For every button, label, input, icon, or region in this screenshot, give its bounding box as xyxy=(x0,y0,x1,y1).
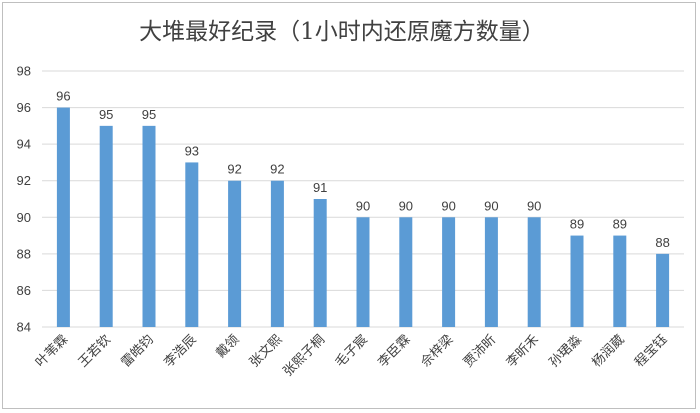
bar-14 xyxy=(656,253,670,327)
bar-3 xyxy=(185,162,199,327)
x-tick-label: 张文熙 xyxy=(247,332,285,370)
bar-9 xyxy=(442,217,456,327)
data-label: 95 xyxy=(99,107,113,122)
bar-8 xyxy=(399,217,413,327)
x-tick-label: 孙珺淼 xyxy=(547,332,585,370)
bar-1 xyxy=(99,125,113,327)
data-label: 93 xyxy=(185,143,199,158)
x-tick-label: 张熙子桐 xyxy=(281,332,328,379)
data-label: 90 xyxy=(484,198,498,213)
y-tick-label: 94 xyxy=(17,137,31,152)
data-label: 90 xyxy=(441,198,455,213)
data-label: 89 xyxy=(570,217,584,232)
data-label: 96 xyxy=(56,89,70,104)
y-tick-label: 96 xyxy=(17,100,31,115)
x-tick-label: 雷皓钧 xyxy=(119,332,157,370)
y-tick-label: 88 xyxy=(17,246,31,261)
bar-6 xyxy=(313,199,327,327)
bar-4 xyxy=(228,180,242,327)
x-tick-label: 王若钦 xyxy=(75,332,114,371)
data-label: 90 xyxy=(527,198,541,213)
y-tick-label: 92 xyxy=(17,173,31,188)
bar-10 xyxy=(484,217,498,327)
data-label: 95 xyxy=(142,107,156,122)
y-tick-label: 86 xyxy=(17,283,31,298)
data-labels: 96 95 95 93 92 92 91 90 90 90 90 90 89 89 88 xyxy=(56,89,670,250)
x-tick-label: 李昕禾 xyxy=(504,332,542,370)
x-tick-label: 杨润葳 xyxy=(589,332,627,370)
data-label: 89 xyxy=(613,217,627,232)
bars xyxy=(56,107,670,327)
data-label: 92 xyxy=(270,162,284,177)
bar-12 xyxy=(570,235,584,327)
x-tick-label: 李臣霖 xyxy=(375,332,413,370)
y-tick-label: 84 xyxy=(17,320,31,335)
chart-title: 大堆最好纪录（1小时内还原魔方数量） xyxy=(139,19,545,45)
chart-frame xyxy=(2,2,696,409)
bar-2 xyxy=(142,125,156,327)
x-tick-label: 叶苇霖 xyxy=(33,332,71,370)
y-tick-label: 98 xyxy=(17,64,31,79)
x-tick-label: 贾沛昕 xyxy=(461,332,499,370)
y-tick-label: 90 xyxy=(17,210,31,225)
data-label: 92 xyxy=(227,162,241,177)
x-tick-label: 程宝钰 xyxy=(632,332,670,370)
y-axis-ticks: 84 86 88 90 92 94 96 98 xyxy=(17,64,31,335)
bar-7 xyxy=(356,217,370,327)
data-label: 88 xyxy=(655,235,669,250)
data-label: 90 xyxy=(399,198,413,213)
x-tick-label: 戴领 xyxy=(213,332,242,361)
x-axis-labels: 叶苇霖 王若钦 雷皓钧 李浩辰 戴领 张文熙张熙子桐 毛子宸 李臣霖 佘梓梁 贾沛昕 李昕禾 孙珺淼杨… xyxy=(33,332,670,380)
bar-13 xyxy=(613,235,627,327)
data-label: 91 xyxy=(313,180,327,195)
x-tick-label: 毛子宸 xyxy=(332,332,371,371)
x-tick-label: 李浩辰 xyxy=(161,332,199,370)
x-tick-label: 佘梓梁 xyxy=(418,332,457,371)
bar-11 xyxy=(527,217,541,327)
bar-0 xyxy=(56,107,70,327)
data-label: 90 xyxy=(356,198,370,213)
bar-5 xyxy=(270,180,284,327)
